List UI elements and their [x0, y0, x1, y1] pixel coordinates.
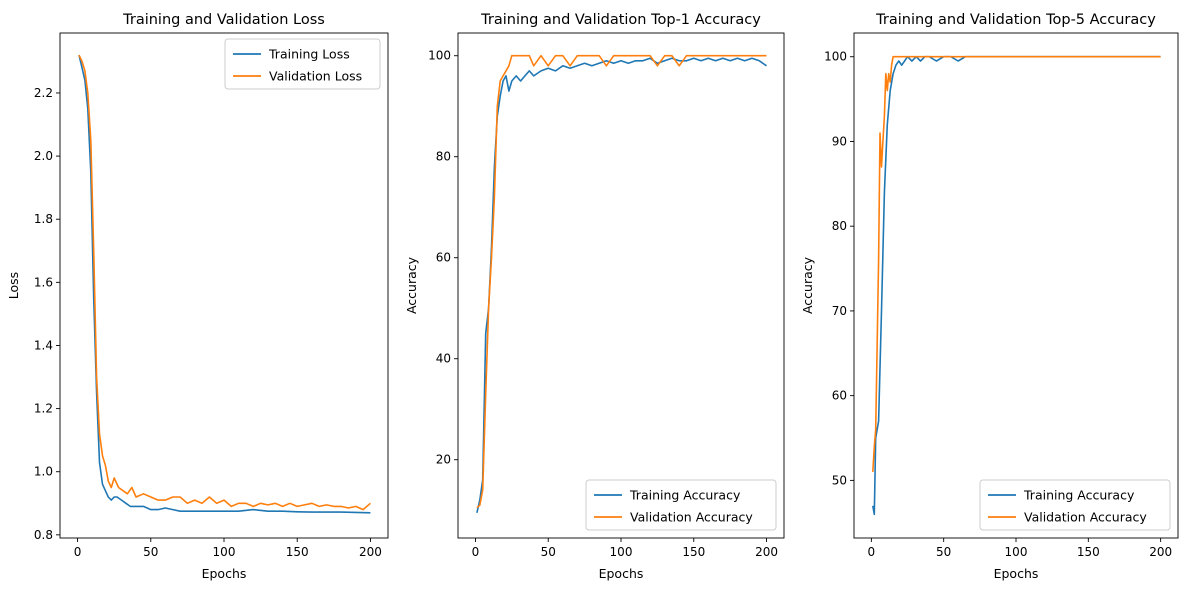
series-line-validation-accuracy [872, 55, 1161, 472]
y-tick-label: 50 [832, 473, 847, 487]
chart-title: Training and Validation Loss [122, 12, 325, 28]
y-tick-label: 2.2 [34, 86, 53, 100]
y-axis-label: Accuracy [404, 256, 419, 314]
axes-frame [59, 32, 389, 539]
x-tick-label: 100 [1005, 545, 1028, 559]
x-tick-label: 100 [610, 545, 633, 559]
legend-box [585, 479, 777, 531]
legend-box [224, 38, 381, 90]
legend-box [979, 479, 1171, 531]
x-tick-label: 0 [472, 545, 480, 559]
y-tick-label: 90 [832, 134, 847, 148]
series-line-validation-loss [78, 54, 371, 511]
y-tick-label: 100 [428, 49, 451, 63]
y-tick-label: 2.0 [34, 149, 53, 163]
legend-label: Validation Loss [269, 69, 362, 84]
x-tick-label: 50 [936, 545, 951, 559]
y-axis-label: Loss [6, 272, 21, 299]
chart-panel-1: Training and Validation Loss 0 50 100 150 200… [6, 12, 389, 581]
legend: Training Loss Validation Loss [224, 38, 381, 90]
series-line-training-accuracy [476, 57, 767, 513]
x-tick-label: 150 [682, 545, 705, 559]
y-tick-label: 1.4 [34, 338, 53, 352]
chart-title: Training and Validation Top-1 Accuracy [480, 12, 761, 28]
axes-frame [853, 32, 1179, 539]
y-tick-label: 80 [436, 150, 451, 164]
y-tick-label: 1.2 [34, 402, 53, 416]
legend: Training Accuracy Validation Accuracy [585, 479, 777, 531]
legend-label: Training Accuracy [1023, 488, 1135, 503]
y-axis-label: Accuracy [800, 256, 815, 314]
x-tick-label: 200 [1149, 545, 1172, 559]
series-line-training-loss [78, 54, 371, 514]
chart-panel-3: Training and Validation Top-5 Accuracy 0 5… [800, 12, 1179, 581]
series-line-validation-accuracy [476, 54, 767, 509]
x-tick-label: 50 [143, 545, 158, 559]
y-tick-label: 100 [824, 50, 847, 64]
legend-label: Training Loss [268, 47, 350, 62]
y-tick-label: 1.6 [34, 275, 53, 289]
legend: Training Accuracy Validation Accuracy [979, 479, 1171, 531]
x-tick-label: 50 [541, 545, 556, 559]
x-axis-label: Epochs [202, 566, 247, 581]
x-tick-label: 100 [213, 545, 236, 559]
y-tick-label: 60 [832, 389, 847, 403]
y-tick-label: 40 [436, 352, 451, 366]
x-axis-label: Epochs [994, 566, 1039, 581]
legend-label: Training Accuracy [629, 488, 741, 503]
y-tick-label: 1.8 [34, 212, 53, 226]
axes-frame [457, 32, 785, 539]
legend-label: Validation Accuracy [630, 510, 753, 525]
x-tick-label: 150 [1077, 545, 1100, 559]
series-line-training-accuracy [872, 55, 1161, 516]
x-axis-label: Epochs [599, 566, 644, 581]
x-tick-label: 0 [74, 545, 82, 559]
y-tick-label: 1.0 [34, 465, 53, 479]
y-tick-label: 60 [436, 251, 451, 265]
y-tick-label: 70 [832, 304, 847, 318]
x-tick-label: 0 [868, 545, 876, 559]
y-tick-label: 20 [436, 453, 451, 467]
legend-label: Validation Accuracy [1024, 510, 1147, 525]
x-tick-label: 150 [286, 545, 309, 559]
x-tick-label: 200 [359, 545, 382, 559]
y-tick-label: 0.8 [34, 528, 53, 542]
y-tick-label: 80 [832, 219, 847, 233]
x-tick-label: 200 [755, 545, 778, 559]
chart-panel-2: Training and Validation Top-1 Accuracy 0 5… [404, 12, 785, 581]
chart-title: Training and Validation Top-5 Accuracy [875, 12, 1156, 28]
